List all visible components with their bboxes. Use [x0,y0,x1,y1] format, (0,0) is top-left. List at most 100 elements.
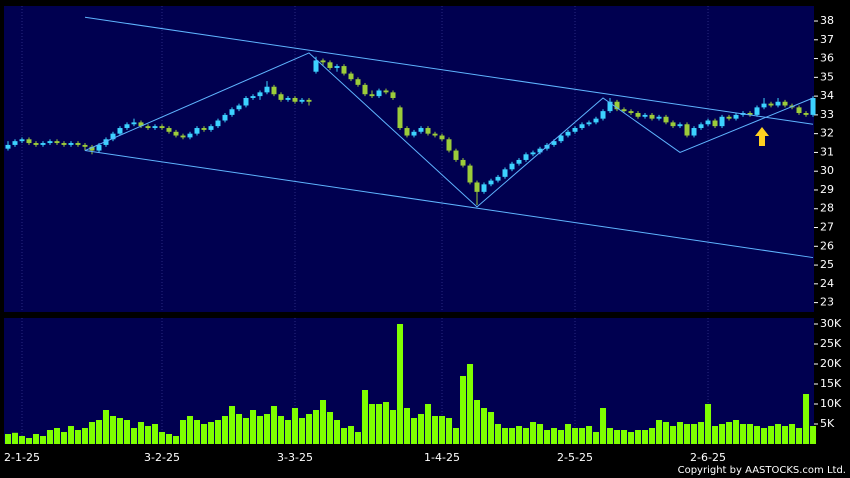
volume-bar [705,404,712,444]
candle-body [495,176,501,181]
candle-body [509,163,515,170]
volume-bar [116,418,123,444]
volume-bar [516,426,523,444]
volume-bar [572,428,579,444]
volume-bar [607,428,614,444]
candle-body [684,124,690,136]
candle-body [726,116,732,119]
candle-body [719,116,725,127]
volume-bar [74,430,81,444]
candle-body [691,128,697,136]
volume-bar [25,438,32,444]
candle-body [551,141,557,145]
volume-bar [214,420,221,444]
volume-bar [796,428,803,444]
trend-line [84,150,814,259]
y-tick-label: 34 [820,89,834,102]
candle-body [376,90,382,97]
volume-bar [327,412,334,444]
volume-bar [523,428,530,444]
x-tick-label: 3-2-25 [144,451,180,464]
volume-bar [355,432,362,444]
candle-body [516,159,522,164]
candle-body [607,101,613,112]
y2-tick-label: 10K [820,397,842,410]
candle-body [453,150,459,160]
volume-bar [502,428,509,444]
volume-bar [263,414,270,444]
volume-bar [614,430,621,444]
volume-bar [810,426,817,444]
volume-bar [509,428,516,444]
volume-bar [179,420,186,444]
y-tick-label: 27 [820,221,834,234]
candle-body [47,141,53,144]
y-tick-label: 30 [820,164,834,177]
volume-bar [677,422,684,444]
candle-body [586,122,592,125]
volume-bar [32,434,39,444]
candle-body [243,97,249,106]
candle-body [278,94,284,100]
volume-bar [249,410,256,444]
volume-bar [642,430,649,444]
candle-body [26,139,32,144]
volume-bar [242,418,249,444]
candle-body [537,148,543,153]
candle-body [40,143,46,145]
candle-body [383,90,389,93]
volume-bar [383,402,390,444]
volume-bar [453,428,460,444]
volume-bar [158,432,165,444]
candle-body [110,133,116,140]
candle-body [75,143,81,145]
candle-body [796,107,802,114]
x-tick-label: 2-1-25 [4,451,40,464]
volume-bar [207,422,214,444]
volume-bar [663,422,670,444]
volume-bar [285,420,292,444]
volume-bar [789,424,796,444]
volume-bar [313,410,320,444]
volume-bar [593,432,600,444]
candle-body [446,139,452,151]
y-tick-label: 29 [820,183,834,196]
x-tick-label: 2-5-25 [557,451,593,464]
candle-body [82,144,88,147]
candle-body [54,141,60,144]
candle-body [271,86,277,95]
candle-body [215,120,221,127]
volume-bar [11,432,18,444]
candle-body [705,120,711,125]
candle-body [733,114,739,119]
volume-bar [425,404,432,444]
candle-body [411,131,417,136]
volume-bar [768,426,775,444]
candle-body [670,122,676,127]
y-tick-label: 28 [820,202,834,215]
volume-bar [698,422,705,444]
volume-bar [53,428,60,444]
volume-bar [761,428,768,444]
candle-body [397,107,403,129]
volume-bar [334,420,341,444]
volume-bar [228,406,235,444]
y-tick-label: 38 [820,14,834,27]
volume-bar [600,408,607,444]
volume-bar [649,428,656,444]
y-tick-label: 37 [820,33,834,46]
candle-body [474,182,480,192]
candle-body [565,131,571,136]
volume-bar [165,434,172,444]
candle-body [334,66,340,68]
x-tick-label: 1-4-25 [424,451,460,464]
volume-bar [782,426,789,444]
candle-body [124,124,130,129]
volume-bar [439,416,446,444]
candle-body [418,128,424,132]
candle-body [117,128,123,134]
candle-body [187,133,193,138]
candle-body [5,144,11,149]
volume-bar [670,426,677,444]
